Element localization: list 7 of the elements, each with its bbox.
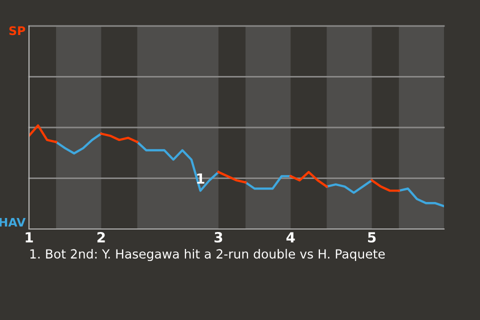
x-tick-label: 4 <box>286 232 295 242</box>
x-tick-label: 3 <box>214 232 222 243</box>
x-tick-label: 1 <box>26 232 33 242</box>
x-tick-label: 5 <box>368 232 376 243</box>
x-tick-label: 2 <box>97 232 105 242</box>
text: SP <box>9 26 26 36</box>
text: 1. Bot 2nd: Y. Hasegawa hit a 2-run double vs H. Paquete <box>30 248 385 262</box>
